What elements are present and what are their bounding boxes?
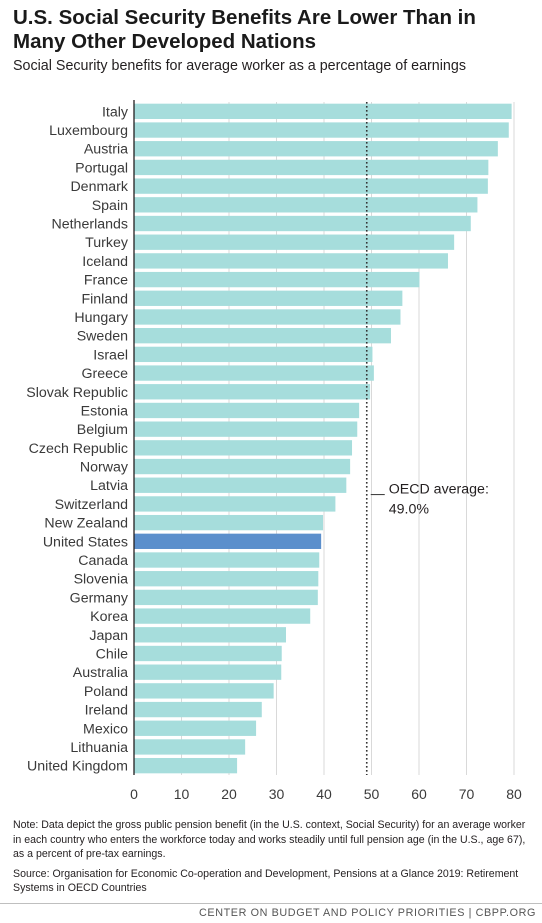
category-label: Hungary — [74, 310, 129, 326]
bar — [134, 402, 360, 419]
bar — [134, 720, 257, 736]
category-label: France — [84, 273, 128, 289]
chart-title: U.S. Social Security Benefits Are Lower … — [13, 6, 476, 53]
x-tick-label: 80 — [506, 786, 522, 802]
category-label: Slovenia — [74, 572, 129, 588]
category-label: Lithuania — [70, 740, 128, 756]
category-label: Japan — [89, 628, 128, 644]
category-label: Sweden — [77, 329, 128, 345]
bar — [134, 589, 318, 606]
bar — [134, 141, 498, 157]
category-label: Poland — [84, 684, 128, 700]
category-label: Israel — [93, 347, 128, 363]
bar — [134, 477, 347, 493]
bar — [134, 197, 478, 213]
bar — [134, 122, 509, 138]
category-label: Norway — [80, 460, 129, 476]
category-label: Iceland — [82, 254, 128, 270]
category-label: Luxembourg — [49, 123, 128, 139]
category-label: Switzerland — [55, 497, 128, 513]
bar — [134, 421, 358, 437]
category-label: Australia — [73, 665, 128, 681]
bar — [134, 664, 282, 680]
category-label: Belgium — [77, 422, 128, 438]
category-label: Turkey — [85, 235, 129, 251]
x-tick-label: 30 — [269, 786, 285, 802]
x-tick-label: 70 — [459, 786, 475, 802]
oecd-average-label: OECD average: — [389, 482, 489, 498]
x-tick-label: 60 — [411, 786, 427, 802]
bar — [134, 159, 489, 176]
bar — [134, 571, 319, 587]
category-label: Germany — [70, 590, 129, 606]
bar — [134, 271, 420, 288]
category-label: Chile — [96, 646, 128, 662]
category-label: Spain — [92, 198, 128, 214]
bar — [134, 627, 286, 643]
category-label: Ireland — [85, 703, 128, 719]
category-label: Slovak Republic — [26, 385, 128, 401]
bar — [134, 701, 262, 718]
notes-section: Note: Data depict the gross public pensi… — [13, 818, 533, 901]
bar — [134, 496, 336, 512]
bar — [134, 328, 391, 344]
bar — [134, 683, 274, 699]
chart-note: Note: Data depict the gross public pensi… — [13, 819, 526, 860]
bar-chart: Italy Luxembourg Austria Portugal Denmark Spa… — [26, 100, 522, 802]
category-label: Canada — [78, 553, 128, 569]
bar — [134, 440, 353, 456]
bar — [134, 215, 471, 232]
x-tick-label: 20 — [221, 786, 237, 802]
bar — [134, 645, 282, 662]
footer-credit: CENTER ON BUDGET AND POLICY PRIORITIES |… — [199, 907, 536, 919]
x-tick-label: 0 — [130, 786, 138, 802]
chart-subtitle: Social Security benefits for average wor… — [13, 58, 466, 74]
bar — [134, 178, 488, 194]
category-label: Czech Republic — [29, 441, 128, 457]
bar — [134, 234, 455, 250]
bar — [134, 533, 322, 549]
category-label: United Kingdom — [27, 759, 128, 775]
bar — [134, 253, 448, 269]
x-tick-label: 40 — [316, 786, 332, 802]
category-label: Estonia — [81, 403, 128, 419]
bar — [134, 309, 401, 325]
chart-source: Source: Organisation for Economic Co-ope… — [13, 867, 519, 895]
category-label: Austria — [84, 142, 128, 158]
bar — [134, 757, 238, 774]
bar — [134, 552, 320, 568]
bar — [134, 514, 324, 531]
category-label: New Zealand — [44, 516, 128, 532]
category-label: Finland — [81, 291, 128, 307]
bar — [134, 739, 246, 755]
footer-divider — [0, 903, 542, 904]
bar — [134, 458, 351, 475]
bar — [134, 365, 374, 381]
category-label: Greece — [81, 366, 128, 382]
bar — [134, 290, 403, 306]
category-label: Netherlands — [51, 217, 128, 233]
category-label: Portugal — [75, 160, 128, 176]
bar — [134, 103, 512, 120]
x-tick-label: 10 — [174, 786, 190, 802]
category-label: Korea — [90, 609, 128, 625]
category-label: Mexico — [83, 721, 128, 737]
bar — [134, 346, 373, 363]
bar — [134, 384, 371, 400]
x-tick-label: 50 — [364, 786, 380, 802]
oecd-average-value: 49.0% — [389, 502, 430, 518]
category-label: Italy — [102, 104, 129, 120]
category-label: Denmark — [70, 179, 128, 195]
category-label: United States — [43, 534, 128, 550]
category-label: Latvia — [90, 478, 128, 494]
bar — [134, 608, 311, 624]
